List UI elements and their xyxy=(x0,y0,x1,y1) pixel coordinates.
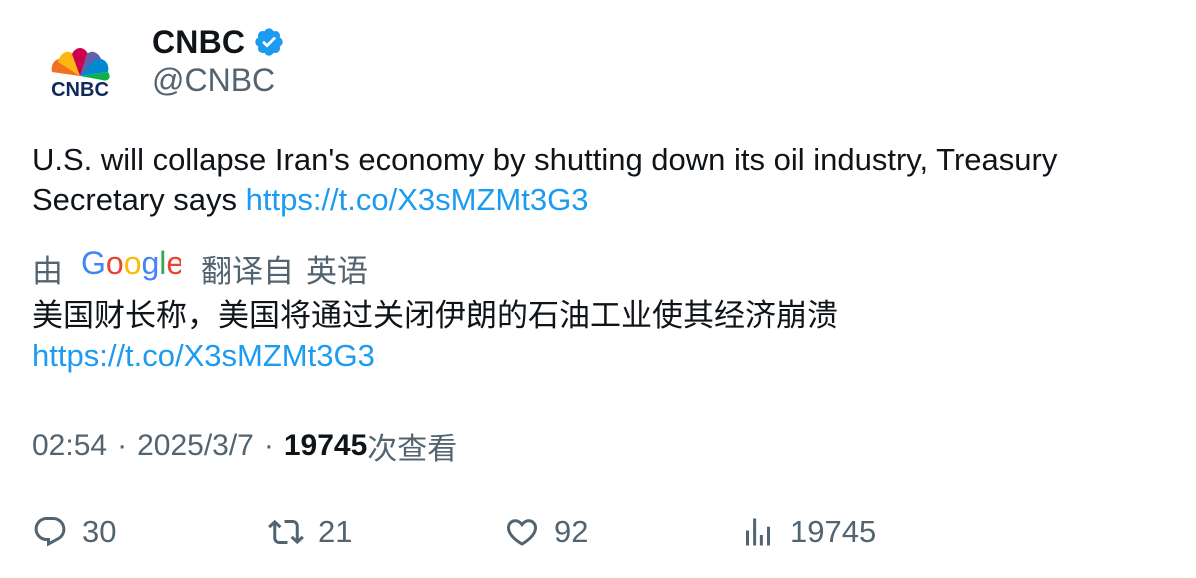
tweet-meta: 02:54 · 2025/3/7 · 19745 次查看 xyxy=(32,424,457,468)
retweet-icon xyxy=(268,514,304,550)
like-button[interactable]: 92 xyxy=(504,510,588,554)
retweet-button[interactable]: 21 xyxy=(268,510,352,554)
google-logo-icon: Google xyxy=(81,245,184,290)
action-bar: 30 21 92 19745 xyxy=(0,510,1196,554)
source-language: 英语 xyxy=(306,253,368,289)
cnbc-peacock-logo-icon: CNBC xyxy=(51,48,110,101)
verified-badge-icon[interactable] xyxy=(253,26,285,58)
translated-by-label: 由 xyxy=(32,253,63,289)
like-count: 92 xyxy=(554,514,589,549)
translated-text: 美国财长称，美国将通过关闭伊朗的石油工业使其经济崩溃 https://t.co/… xyxy=(32,296,1152,376)
author-name-row: CNBC xyxy=(152,22,285,62)
translated-link[interactable]: https://t.co/X3sMZMt3G3 xyxy=(32,338,375,373)
meta-separator: · xyxy=(117,429,128,462)
avatar[interactable]: CNBC xyxy=(32,28,128,124)
tweet-link[interactable]: https://t.co/X3sMZMt3G3 xyxy=(245,182,589,217)
cnbc-logo-text: CNBC xyxy=(51,79,109,101)
author-name[interactable]: CNBC xyxy=(152,23,246,60)
analytics-icon xyxy=(740,514,776,550)
svg-text:Google: Google xyxy=(81,246,181,281)
tweet-time[interactable]: 02:54 xyxy=(32,429,108,462)
reply-count: 30 xyxy=(82,514,117,549)
tweet-date[interactable]: 2025/3/7 xyxy=(137,429,254,462)
translated-body: 美国财长称，美国将通过关闭伊朗的石油工业使其经济崩溃 xyxy=(32,298,838,333)
retweet-count: 21 xyxy=(318,514,353,549)
heart-icon xyxy=(504,514,540,550)
reply-icon xyxy=(32,514,68,550)
tweet-text: U.S. will collapse Iran's economy by shu… xyxy=(32,140,1152,220)
meta-separator: · xyxy=(263,429,274,462)
views-button[interactable]: 19745 xyxy=(740,510,876,554)
views-count: 19745 xyxy=(283,429,368,462)
tweet-body: U.S. will collapse Iran's economy by shu… xyxy=(32,142,1058,217)
translation-attribution: 由 Google 翻译自 英语 xyxy=(32,245,368,290)
translated-from-label: 翻译自 xyxy=(201,253,294,289)
views-label: 次查看 xyxy=(367,433,458,466)
reply-button[interactable]: 30 xyxy=(32,510,116,554)
author-handle[interactable]: @CNBC xyxy=(152,62,276,98)
views-action-count: 19745 xyxy=(790,514,877,549)
